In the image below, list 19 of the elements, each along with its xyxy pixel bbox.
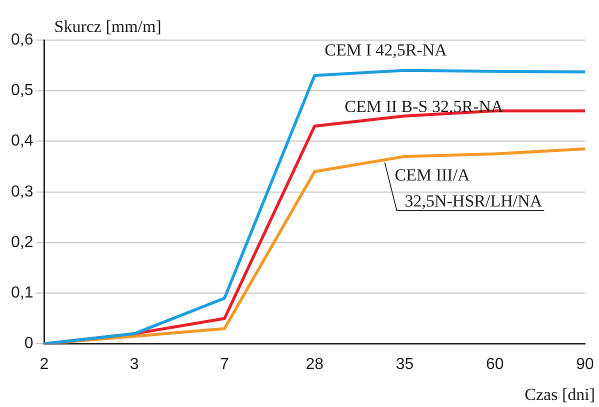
series-label: CEM I 42,5R-NA: [324, 40, 448, 60]
series-label: CEM II B-S 32,5R-NA: [344, 97, 504, 116]
x-tick-label: 35: [396, 356, 414, 373]
y-tick-label: 0: [24, 335, 34, 352]
x-axis-title: Czas [dni]: [524, 385, 595, 404]
x-tick-label: 60: [486, 356, 504, 373]
x-tick-label: 28: [306, 356, 324, 373]
y-tick-label: 0,2: [10, 234, 34, 251]
y-tick-label: 0,3: [10, 183, 34, 200]
x-tick-label: 7: [220, 356, 230, 373]
x-tick-label: 90: [576, 356, 594, 373]
y-tick-label: 0,6: [10, 31, 34, 48]
y-axis-title: Skurcz [mm/m]: [54, 17, 162, 36]
y-tick-label: 0,1: [10, 284, 34, 302]
x-tick-label: 3: [130, 356, 139, 373]
series-label: CEM III/A 32,5N-HSR/LH/NA: [394, 165, 543, 210]
x-tick-label: 2: [40, 356, 49, 373]
y-tick-label: 0,5: [10, 82, 34, 100]
y-tick-label: 0,4: [10, 132, 34, 150]
